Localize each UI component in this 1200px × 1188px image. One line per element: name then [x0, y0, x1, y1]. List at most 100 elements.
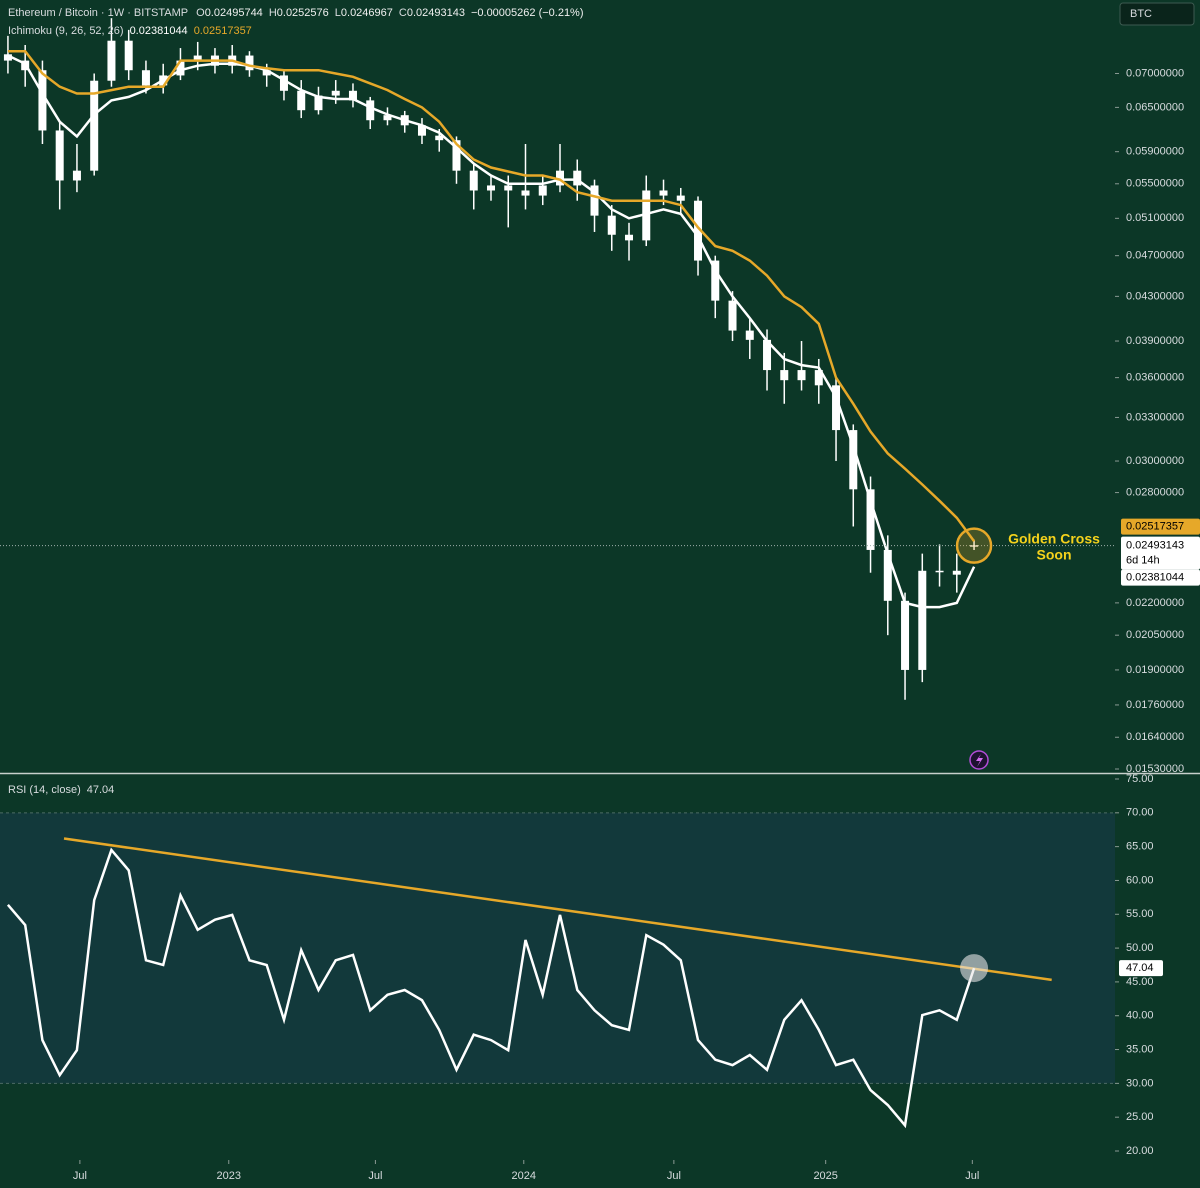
candle-body [625, 234, 634, 241]
y-tick-label: 0.01640000 [1126, 731, 1184, 743]
candle-body [659, 190, 668, 196]
candle-body [193, 55, 202, 61]
countdown: 6d 14h [1126, 555, 1160, 567]
indicator-header: Ichimoku (9, 26, 52, 26) 0.02381044 0.0251… [8, 25, 252, 37]
ohlc-value: 0.02495744 [205, 7, 263, 19]
symbol: Ethereum / Bitcoin · 1W · BITSTAMP [8, 7, 188, 19]
y-tick-label: 0.02800000 [1126, 486, 1184, 498]
highlight-circle [960, 954, 989, 983]
candle-body [918, 570, 927, 670]
kijun-tag: 0.02517357 [1126, 521, 1184, 533]
y-tick-label: 20.00 [1126, 1145, 1154, 1157]
y-tick-label: 30.00 [1126, 1077, 1154, 1089]
candle-body [694, 200, 703, 261]
candle-body [452, 140, 461, 171]
candle-body [780, 370, 789, 381]
y-tick-label: 35.00 [1126, 1043, 1154, 1055]
y-tick-label: 40.00 [1126, 1010, 1154, 1022]
candle-body [849, 430, 858, 490]
y-tick-label: 55.00 [1126, 908, 1154, 920]
y-tick-label: 0.01760000 [1126, 699, 1184, 711]
candle-body [279, 75, 288, 91]
candle-body [883, 549, 892, 601]
rsi-header: RSI (14, close) 47.04 [8, 784, 114, 796]
rsi-tag: 47.04 [1126, 962, 1154, 974]
y-tick-label: 0.02050000 [1126, 629, 1184, 641]
rsi-line [6, 847, 976, 1129]
y-tick-label: 60.00 [1126, 874, 1154, 886]
candle-body [797, 370, 806, 381]
candle-body [763, 339, 772, 371]
y-tick-label: 65.00 [1126, 841, 1154, 853]
y-tick-label: 0.06500000 [1126, 101, 1184, 113]
ohlc-letter: H [269, 7, 277, 19]
candle-body [556, 170, 565, 186]
candle-body [711, 260, 720, 301]
candle-body [866, 489, 875, 550]
ohlc-letter: O [196, 7, 205, 19]
candle-body [331, 90, 340, 96]
symbol-header: Ethereum / Bitcoin · 1W · BITSTAMP O0.024… [8, 7, 584, 19]
candle-body [469, 170, 478, 191]
candle-body [935, 570, 944, 573]
candle-body [124, 40, 133, 71]
ohlc-value: 0.02493143 [407, 7, 465, 19]
y-tick-label: 0.05900000 [1126, 146, 1184, 158]
candle-body [607, 215, 616, 235]
candle-body [366, 100, 375, 121]
candle-body [90, 80, 99, 171]
rsi-title: RSI (14, close) [8, 784, 81, 796]
y-tick-label: 45.00 [1126, 976, 1154, 988]
candle-body [901, 600, 910, 670]
candle-body [504, 185, 513, 191]
candle-body [970, 545, 979, 547]
price-pane [0, 0, 1115, 772]
candle-body [245, 55, 254, 71]
kijun-tag-bg [1121, 518, 1200, 535]
candle-body [814, 370, 823, 386]
candle-body [383, 115, 392, 121]
tenkan-value: 0.02381044 [130, 25, 188, 37]
y-tick-label: 0.04300000 [1126, 290, 1184, 302]
x-tick-label: Jul [368, 1170, 382, 1182]
candle-body [38, 70, 47, 131]
change: −0.00005262 (−0.21%) [471, 7, 584, 19]
candle-body [435, 135, 444, 141]
x-tick-label: 2024 [512, 1170, 536, 1182]
currency-box [1119, 2, 1195, 26]
y-tick-label: 50.00 [1126, 942, 1154, 954]
y-tick-label: 0.01530000 [1126, 763, 1184, 775]
y-tick-label: 0.03600000 [1126, 372, 1184, 384]
x-tick-label: Jul [965, 1170, 979, 1182]
x-tick-label: Jul [73, 1170, 87, 1182]
close-tag-bg [1121, 536, 1200, 570]
y-tick-label: 0.05100000 [1126, 212, 1184, 224]
rsi-tag-bg [1119, 960, 1163, 977]
y-tick-label: 0.07000000 [1126, 67, 1184, 79]
candle-body [314, 95, 323, 111]
candle-body [745, 330, 754, 340]
close-tag: 0.02493143 [1126, 540, 1184, 552]
candle-body [832, 385, 841, 431]
rsi-value: 47.04 [87, 784, 115, 796]
candle-body [573, 170, 582, 186]
candle-body [262, 70, 271, 76]
candle-body [297, 90, 306, 111]
rsi-band [0, 812, 1115, 1084]
tenkan-tag-bg [1121, 569, 1200, 586]
ohlc-letter: L [335, 7, 341, 19]
x-tick-label: 2023 [217, 1170, 241, 1182]
kijun-value: 0.02517357 [194, 25, 252, 37]
y-tick-label: 0.04700000 [1126, 250, 1184, 262]
candle-body [141, 70, 150, 86]
alert-bolt [976, 754, 983, 767]
candle-body [521, 190, 530, 196]
y-tick-label: 0.03000000 [1126, 455, 1184, 467]
candle-body [676, 195, 685, 201]
currency: BTC [1130, 8, 1152, 20]
trendline [63, 837, 1052, 982]
ohlc-value: 0.0246967 [341, 7, 393, 19]
annotation: Golden Cross [1008, 531, 1100, 547]
tenkan-tag: 0.02381044 [1126, 572, 1184, 584]
